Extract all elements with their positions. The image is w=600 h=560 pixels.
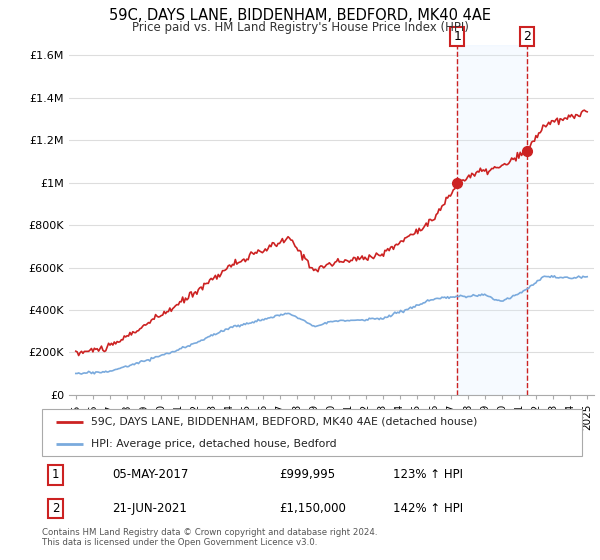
Text: 142% ↑ HPI: 142% ↑ HPI — [393, 502, 463, 515]
Text: 05-MAY-2017: 05-MAY-2017 — [112, 468, 188, 481]
Bar — [457, 45, 527, 395]
Text: HPI: Average price, detached house, Bedford: HPI: Average price, detached house, Bedf… — [91, 438, 336, 449]
FancyBboxPatch shape — [42, 409, 582, 456]
Text: 1: 1 — [453, 30, 461, 43]
Text: 123% ↑ HPI: 123% ↑ HPI — [393, 468, 463, 481]
Text: 1: 1 — [52, 468, 59, 481]
Text: 2: 2 — [52, 502, 59, 515]
Text: 21-JUN-2021: 21-JUN-2021 — [112, 502, 187, 515]
Text: 2: 2 — [523, 30, 531, 43]
Text: £999,995: £999,995 — [280, 468, 336, 481]
Text: 59C, DAYS LANE, BIDDENHAM, BEDFORD, MK40 4AE: 59C, DAYS LANE, BIDDENHAM, BEDFORD, MK40… — [109, 8, 491, 24]
Text: Contains HM Land Registry data © Crown copyright and database right 2024.
This d: Contains HM Land Registry data © Crown c… — [42, 528, 377, 547]
Text: £1,150,000: £1,150,000 — [280, 502, 346, 515]
Text: Price paid vs. HM Land Registry's House Price Index (HPI): Price paid vs. HM Land Registry's House … — [131, 21, 469, 34]
Text: 59C, DAYS LANE, BIDDENHAM, BEDFORD, MK40 4AE (detached house): 59C, DAYS LANE, BIDDENHAM, BEDFORD, MK40… — [91, 417, 477, 427]
